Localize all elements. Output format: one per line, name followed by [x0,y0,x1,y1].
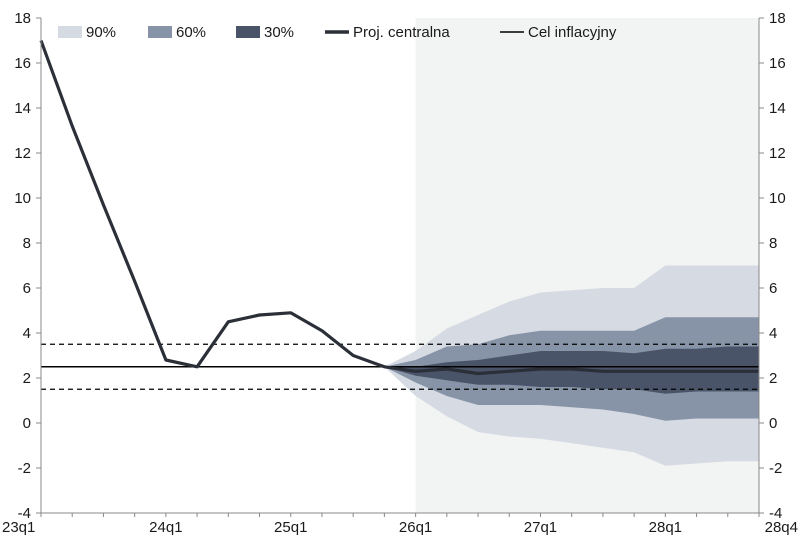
legend-swatch-band-30 [236,26,260,38]
x-tick-label: 28q4 [765,519,798,536]
legend-swatch-band-60 [148,26,172,38]
legend-label: 60% [176,24,206,41]
y-tick-label-left: 12 [14,145,31,162]
y-tick-label-right: -4 [769,505,782,522]
x-tick-label: 28q1 [649,519,682,536]
y-tick-label-right: 8 [769,235,777,252]
y-tick-label-left: 2 [23,370,31,387]
legend-label: Proj. centralna [353,24,450,41]
legend: 90% 60% 30% Proj. centralna Cel inflacyjny [58,24,617,41]
y-tick-label-right: 2 [769,370,777,387]
legend-label: 30% [264,24,294,41]
x-tick-label: 24q1 [149,519,182,536]
y-tick-label-right: 4 [769,325,777,342]
y-tick-label-left: 0 [23,415,31,432]
y-tick-label-left: -2 [18,460,31,477]
axes: -4 -4 -2 -2 0 0 2 2 4 4 6 6 8 8 10 10 12 12 14 14 16 16 18 18 23… [2,10,798,536]
y-tick-label-left: -4 [18,505,31,522]
y-tick-label-left: 18 [14,10,31,27]
y-tick-label-left: 8 [23,235,31,252]
x-tick-label: 27q1 [524,519,557,536]
y-tick-label-right: 0 [769,415,777,432]
x-tick-label: 26q1 [399,519,432,536]
y-tick-label-right: -2 [769,460,782,477]
legend-swatch-band-90 [58,26,82,38]
y-tick-label-right: 14 [769,100,786,117]
y-tick-label-right: 10 [769,190,786,207]
central-projection-line [39,39,759,376]
series-lines [39,39,759,376]
legend-label: Cel inflacyjny [528,24,617,41]
y-tick-label-right: 12 [769,145,786,162]
y-tick-label-right: 16 [769,55,786,72]
y-tick-label-right: 18 [769,10,786,27]
x-tick-label: 23q1 [2,519,35,536]
x-tick-label: 25q1 [274,519,307,536]
y-tick-label-left: 6 [23,280,31,297]
legend-label: 90% [86,24,116,41]
y-tick-label-left: 16 [14,55,31,72]
y-tick-label-left: 14 [14,100,31,117]
y-tick-label-left: 4 [23,325,31,342]
y-tick-label-right: 6 [769,280,777,297]
y-tick-label-left: 10 [14,190,31,207]
